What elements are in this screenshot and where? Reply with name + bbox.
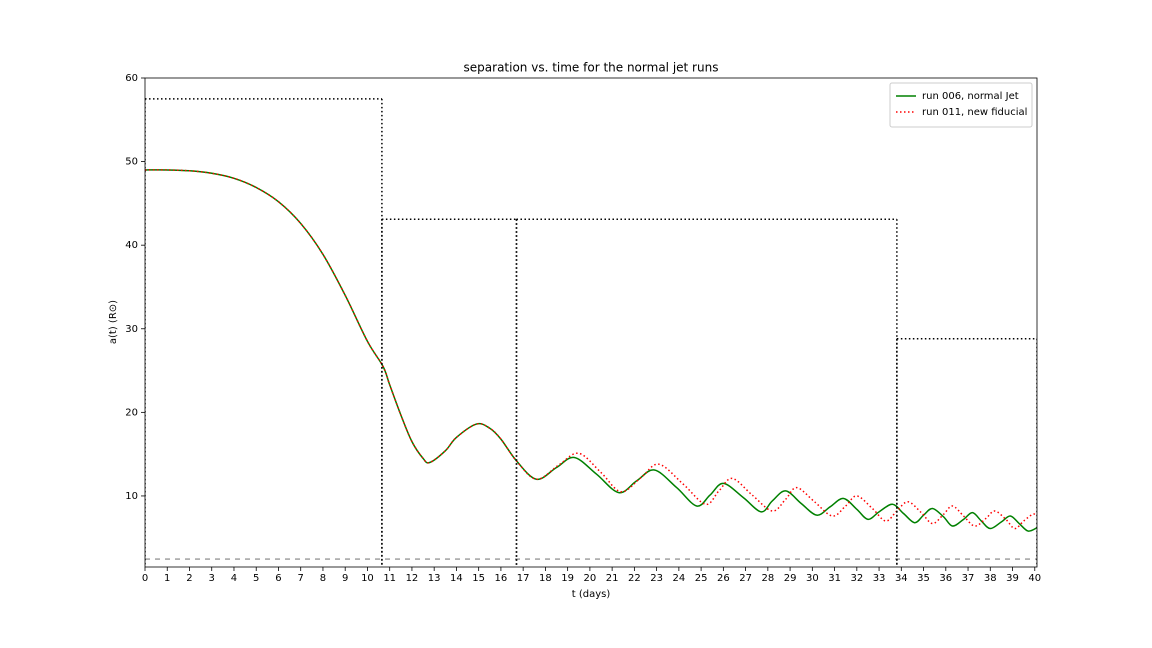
y-tick-label: 60 (125, 73, 138, 84)
x-axis-label: t (days) (572, 589, 611, 600)
series-line (145, 169, 1037, 530)
y-tick-label: 30 (125, 324, 138, 335)
chart-title: separation vs. time for the normal jet r… (464, 61, 719, 75)
x-tick-label: 11 (383, 573, 396, 584)
x-tick-label: 8 (320, 573, 326, 584)
x-tick-label: 31 (828, 573, 841, 584)
x-tick-label: 27 (739, 573, 752, 584)
x-tick-label: 33 (873, 573, 886, 584)
x-tick-label: 36 (939, 573, 952, 584)
x-tick-label: 12 (406, 573, 419, 584)
x-tick-label: 23 (650, 573, 663, 584)
x-tick-label: 6 (275, 573, 281, 584)
x-tick-label: 10 (361, 573, 374, 584)
y-tick-label: 20 (125, 407, 138, 418)
x-tick-label: 32 (850, 573, 863, 584)
x-tick-label: 2 (186, 573, 192, 584)
x-tick-label: 3 (209, 573, 215, 584)
plot-area (145, 98, 1037, 567)
x-tick-label: 7 (298, 573, 304, 584)
plot-frame (144, 77, 1038, 568)
x-tick-label: 34 (895, 573, 908, 584)
x-tick-label: 1 (164, 573, 170, 584)
x-tick-label: 28 (761, 573, 774, 584)
x-tick-label: 13 (428, 573, 441, 584)
legend-box (889, 82, 1033, 128)
legend-label: run 011, new fiducial (922, 107, 1027, 118)
x-tick-label: 21 (606, 573, 619, 584)
x-tick-label: 26 (717, 573, 730, 584)
x-tick-label: 25 (695, 573, 708, 584)
x-tick-label: 16 (495, 573, 508, 584)
x-tick-label: 14 (450, 573, 463, 584)
x-tick-label: 38 (984, 573, 997, 584)
x-tick-label: 30 (806, 573, 819, 584)
x-tick-label: 5 (253, 573, 259, 584)
series-line (145, 169, 1037, 532)
y-tick-label: 40 (125, 240, 138, 251)
y-axis-label: a(t) (R⊙) (108, 300, 119, 344)
x-tick-label: 20 (584, 573, 597, 584)
y-tick-label: 10 (125, 491, 138, 502)
x-tick-label: 17 (517, 573, 530, 584)
legend-label: run 006, normal Jet (922, 91, 1019, 102)
x-tick-label: 4 (231, 573, 237, 584)
x-tick-label: 15 (472, 573, 485, 584)
x-tick-label: 19 (561, 573, 574, 584)
x-tick-label: 24 (672, 573, 685, 584)
x-tick-label: 9 (342, 573, 348, 584)
x-tick-label: 40 (1028, 573, 1041, 584)
x-tick-label: 0 (142, 573, 148, 584)
x-tick-label: 18 (539, 573, 552, 584)
x-tick-label: 35 (917, 573, 930, 584)
x-tick-label: 29 (784, 573, 797, 584)
y-tick-label: 50 (125, 157, 138, 168)
x-tick-label: 22 (628, 573, 641, 584)
x-tick-label: 37 (962, 573, 975, 584)
x-tick-label: 39 (1006, 573, 1019, 584)
